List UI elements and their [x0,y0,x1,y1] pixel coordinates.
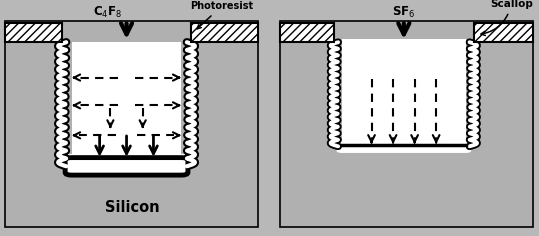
Text: Photoresist: Photoresist [190,1,253,29]
FancyBboxPatch shape [64,154,190,174]
Bar [5,21,259,227]
FancyBboxPatch shape [336,140,471,153]
Bar [5,23,62,42]
Bar [191,23,259,42]
Bar [342,144,466,150]
FancyBboxPatch shape [65,158,188,175]
Bar [280,23,334,42]
Bar [474,23,533,42]
Bar [342,39,466,145]
Text: SF$_6$: SF$_6$ [392,5,416,20]
Bar [280,21,533,227]
Text: Scallop: Scallop [481,0,533,35]
Text: Silicon: Silicon [105,200,159,215]
Bar [72,42,182,164]
Text: C$_4$F$_8$: C$_4$F$_8$ [93,5,122,20]
